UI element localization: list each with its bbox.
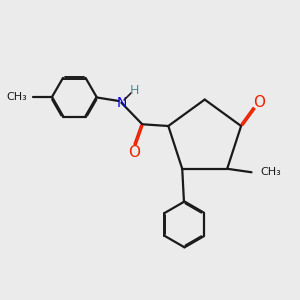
Text: O: O	[254, 95, 266, 110]
Text: H: H	[130, 84, 139, 97]
Text: CH₃: CH₃	[260, 167, 281, 177]
Text: O: O	[128, 145, 140, 160]
Text: N: N	[116, 96, 127, 110]
Text: CH₃: CH₃	[7, 92, 27, 103]
